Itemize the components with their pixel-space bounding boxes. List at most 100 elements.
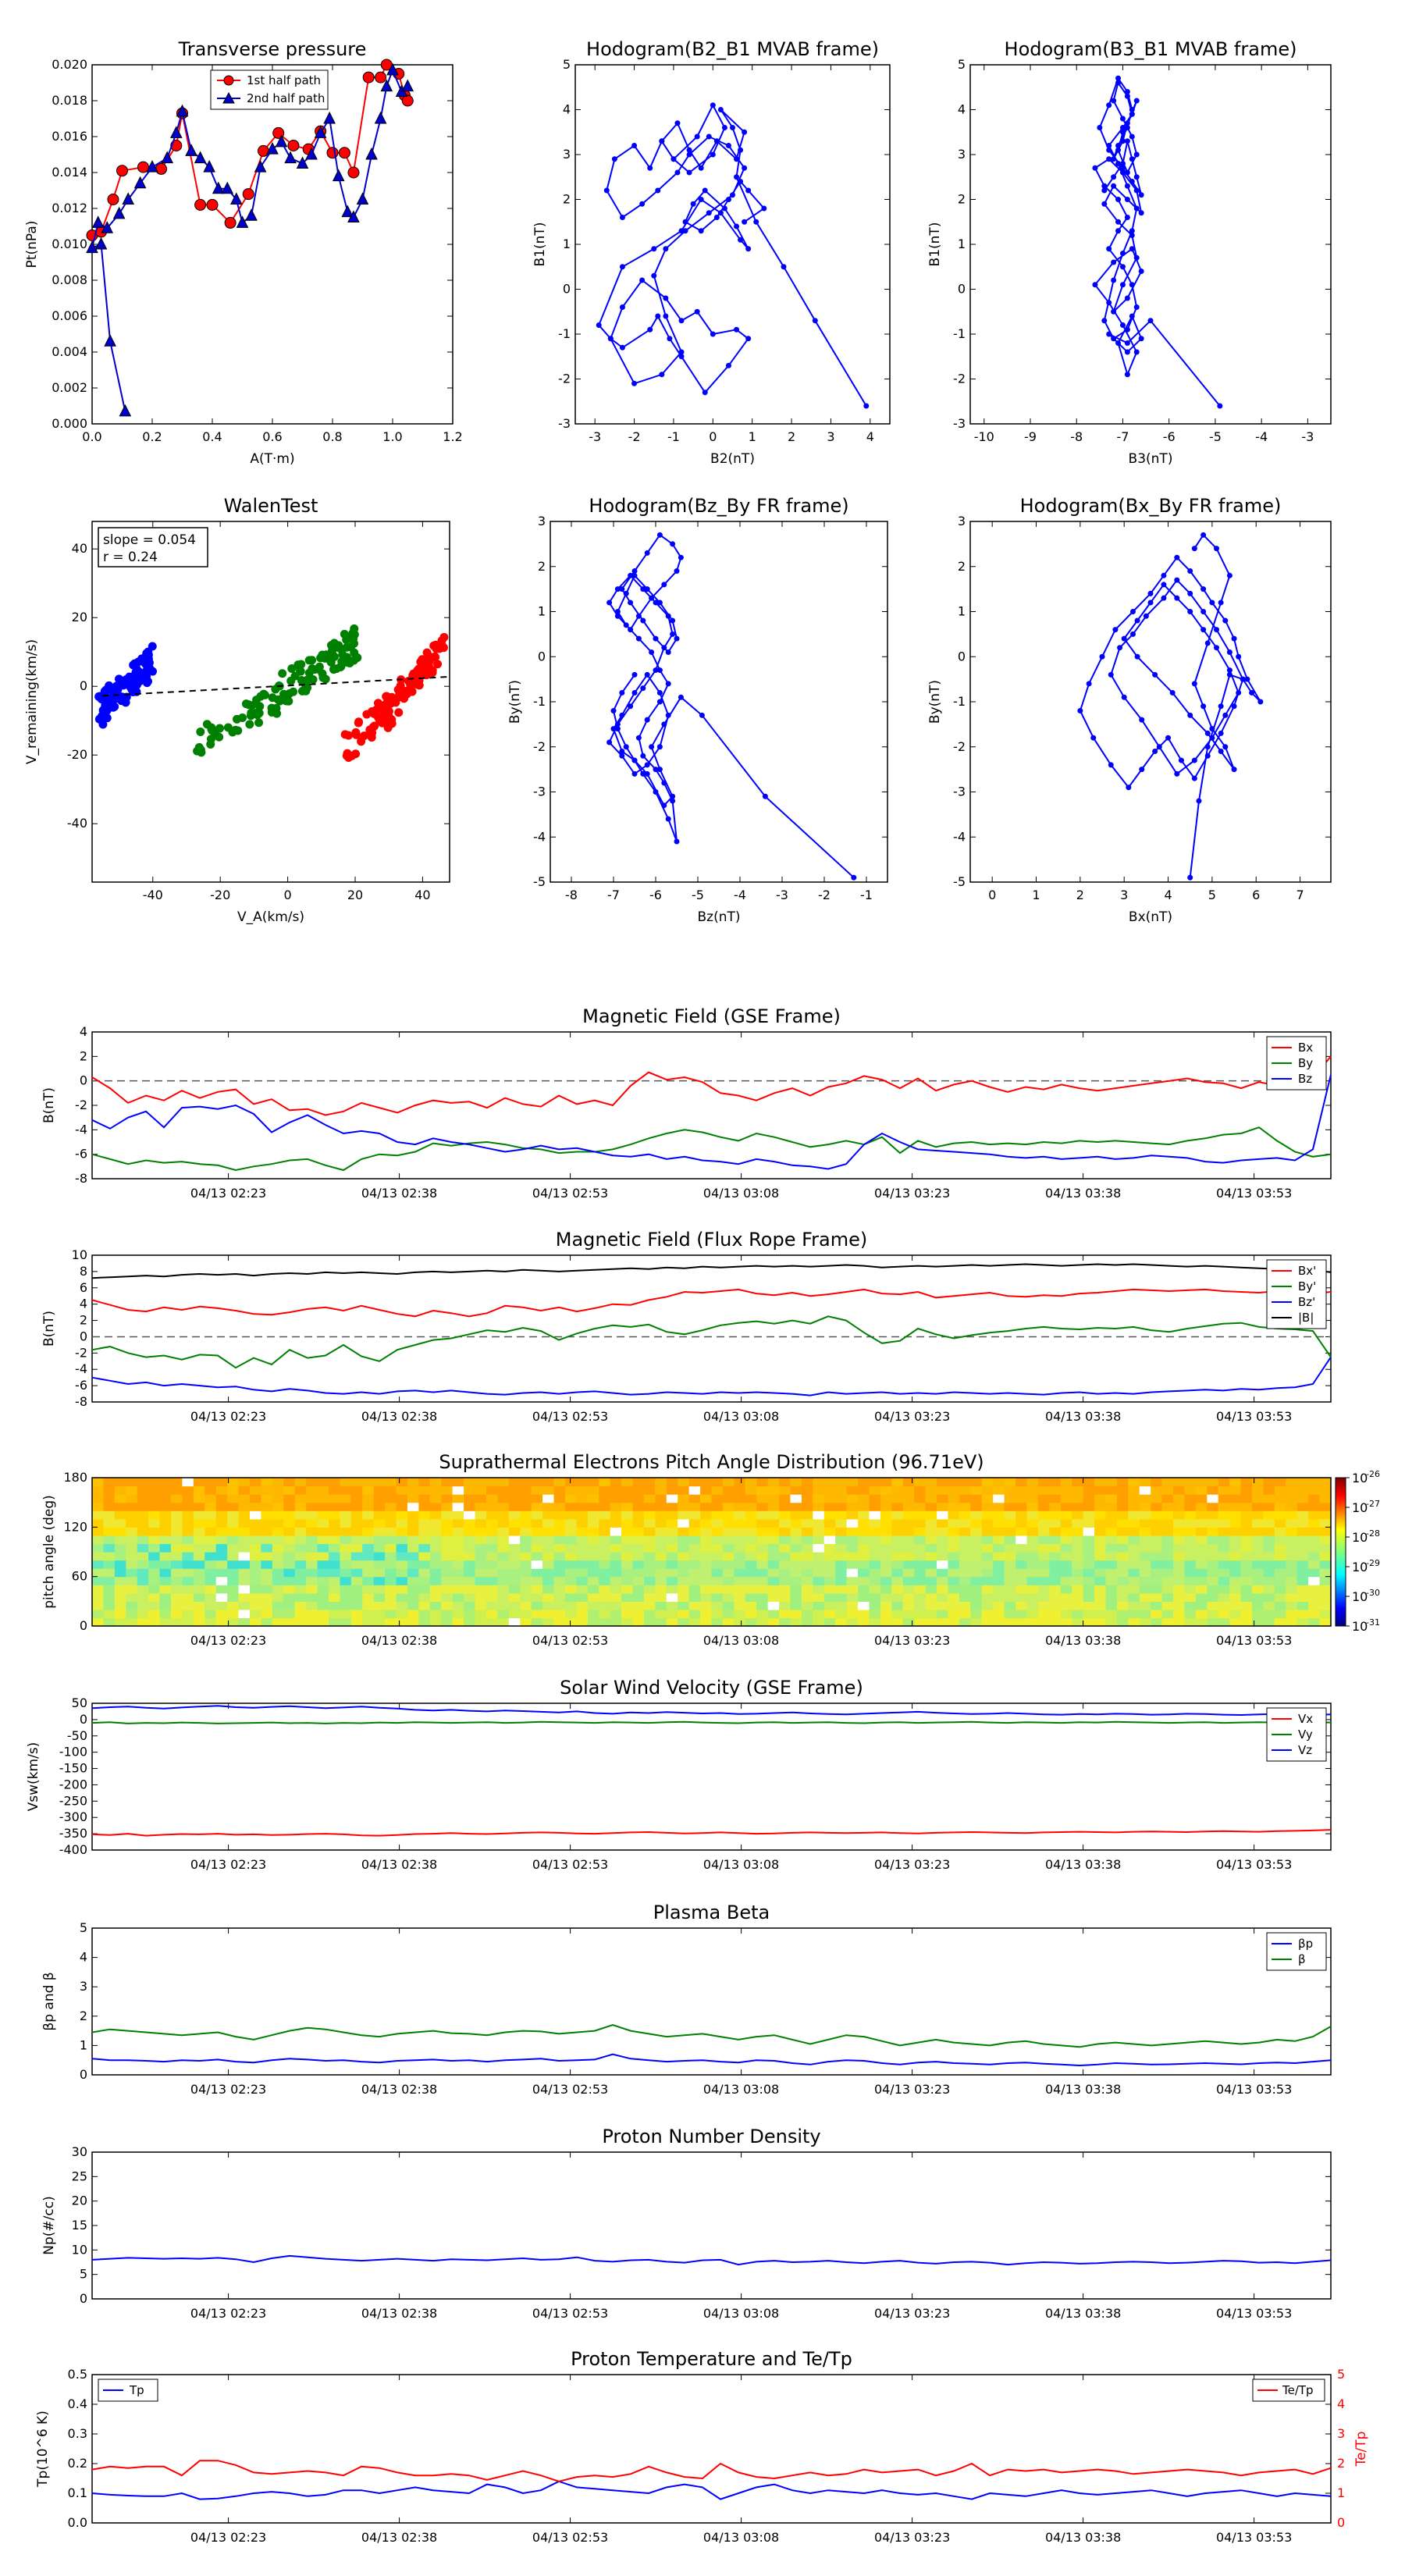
pad-cell <box>779 1585 791 1594</box>
pad-cell <box>1116 1518 1129 1528</box>
pad-cell <box>700 1617 713 1627</box>
walen-point <box>114 674 123 684</box>
x-tick-label: -4 <box>1255 429 1268 444</box>
pad-cell <box>790 1518 802 1528</box>
y-axis-label: βp and β <box>41 1972 57 2030</box>
pad-cell <box>1026 1576 1039 1585</box>
pad-cell <box>452 1543 464 1553</box>
h31-point <box>1129 228 1135 234</box>
pad-cell <box>948 1576 960 1585</box>
pad-cell <box>429 1494 442 1503</box>
pad-cell <box>1016 1485 1028 1495</box>
h31-point <box>1119 125 1126 130</box>
pad-cell <box>272 1485 284 1495</box>
hzy-point <box>614 609 621 614</box>
pad-cell <box>385 1478 397 1487</box>
x-tick-label: -5 <box>692 888 704 902</box>
pad-cell <box>711 1510 724 1520</box>
h21-point <box>596 322 602 328</box>
pad-cell <box>350 1494 363 1503</box>
pad-cell <box>1319 1535 1332 1545</box>
x-tick-label: 1 <box>749 429 756 444</box>
h31-point <box>1138 210 1144 216</box>
pad-cell <box>159 1592 172 1602</box>
y-axis-label: Vsw(km/s) <box>26 1742 41 1812</box>
pad-cell <box>238 1527 251 1536</box>
pad-cell <box>688 1585 701 1594</box>
pad-cell <box>1060 1552 1072 1561</box>
pad-cell <box>1286 1585 1298 1594</box>
pad-cell <box>418 1535 431 1545</box>
pad-cell <box>328 1585 340 1594</box>
pad-cell <box>1319 1494 1332 1503</box>
walen-point <box>350 648 359 657</box>
pad-cell <box>486 1494 498 1503</box>
pad-cell <box>1173 1560 1186 1569</box>
pad-cell <box>790 1560 802 1569</box>
h21-point <box>753 219 759 225</box>
y-tick-label: 0 <box>538 649 546 664</box>
pad-cell <box>1308 1568 1321 1578</box>
hxy-point <box>1204 640 1211 646</box>
pad-cell <box>407 1478 419 1487</box>
pad-cell <box>205 1609 217 1619</box>
pad-cell <box>475 1543 487 1553</box>
pad-cell <box>407 1485 419 1495</box>
h31-point <box>1133 151 1140 158</box>
pad-cell <box>531 1478 543 1487</box>
pad-cell <box>970 1478 983 1487</box>
h31-point <box>1133 187 1140 194</box>
pad-cell <box>869 1478 881 1487</box>
h21-point <box>647 326 653 333</box>
hzy-point <box>640 586 646 592</box>
pad-cell <box>734 1560 746 1569</box>
pad-cell <box>193 1510 205 1520</box>
pad-cell <box>1263 1576 1275 1585</box>
pad-cell <box>678 1485 690 1495</box>
pad-cell <box>441 1510 454 1520</box>
pad-cell <box>1083 1543 1095 1553</box>
pad-cell <box>869 1576 881 1585</box>
pad-cell <box>587 1576 599 1585</box>
pad-cell <box>1116 1502 1129 1511</box>
pad-cell <box>722 1576 735 1585</box>
pad-cell <box>114 1494 126 1503</box>
pad-cell <box>1116 1568 1129 1578</box>
pad-cell <box>283 1601 296 1610</box>
pad-cell <box>711 1585 724 1594</box>
pad-cell <box>486 1585 498 1594</box>
h21-point <box>721 205 727 212</box>
pad-cell <box>655 1601 667 1610</box>
pad-cell <box>205 1535 217 1545</box>
pad-cell <box>1094 1518 1107 1528</box>
pad-cell <box>937 1617 949 1627</box>
pad-cell <box>385 1518 397 1528</box>
h31-point <box>1115 228 1122 234</box>
h31-point <box>1111 174 1117 180</box>
pad-cell <box>734 1609 746 1619</box>
pad-cell <box>835 1585 848 1594</box>
pad-cell <box>678 1535 690 1545</box>
pad-cell <box>1229 1527 1242 1536</box>
pad-cell <box>745 1592 757 1602</box>
pad-cell <box>464 1568 476 1578</box>
walen-point <box>368 728 377 738</box>
pad-cell <box>1173 1568 1186 1578</box>
pad-cell <box>1263 1617 1275 1627</box>
pad-cell <box>227 1494 240 1503</box>
pad-cell <box>993 1510 1005 1520</box>
pad-cell <box>92 1518 105 1528</box>
pad-cell <box>993 1535 1005 1545</box>
pad-cell <box>1060 1592 1072 1602</box>
pad-cell <box>734 1601 746 1610</box>
pad-cell <box>948 1601 960 1610</box>
pad-cell <box>1319 1510 1332 1520</box>
pad-cell <box>1105 1609 1118 1619</box>
pad-cell <box>937 1576 949 1585</box>
pad-cell <box>914 1502 927 1511</box>
pad-cell <box>801 1494 813 1503</box>
pad-cell <box>1105 1494 1118 1503</box>
pad-cell <box>1026 1568 1039 1578</box>
pad-cell <box>103 1552 116 1561</box>
pad-cell <box>497 1502 510 1511</box>
